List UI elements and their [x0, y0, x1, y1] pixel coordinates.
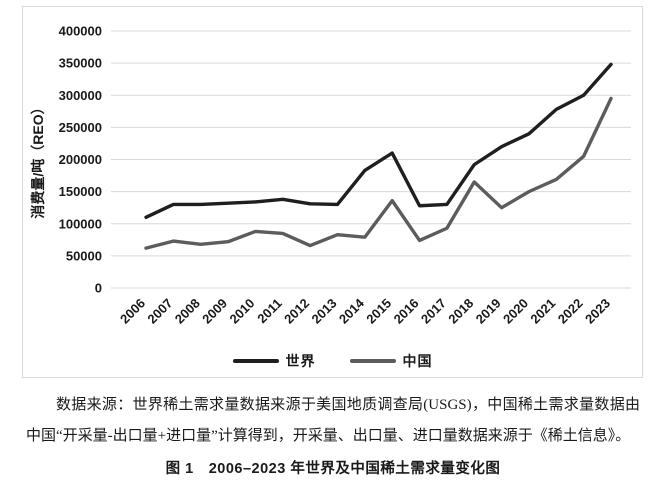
legend-item-china: 中国	[349, 351, 433, 371]
x-tick-label: 2010	[226, 296, 257, 327]
y-tick-label: 300000	[59, 88, 102, 103]
y-tick-label: 0	[95, 281, 102, 296]
x-tick-label: 2013	[309, 296, 340, 327]
figure-caption: 图 1 2006–2023 年世界及中国稀土需求量变化图	[165, 460, 501, 477]
series-line-china	[144, 96, 613, 250]
x-tick-label: 2017	[418, 296, 449, 327]
y-axis-title: 消费量/吨（REO）	[30, 100, 46, 218]
x-tick-label: 2023	[582, 296, 613, 327]
x-tick-label: 2015	[363, 296, 394, 327]
data-source-note: 数据来源：世界稀土需求量数据来源于美国地质调查局(USGS)，中国稀土需求量数据…	[26, 397, 640, 444]
chart-legend: 世界 中国	[23, 351, 642, 371]
x-tick-label: 2018	[445, 296, 476, 327]
x-tick-label: 2006	[117, 296, 148, 327]
y-tick-label: 50000	[66, 248, 102, 263]
china-line-swatch-icon	[349, 359, 396, 363]
x-tick-label: 2021	[527, 296, 558, 327]
legend-item-world: 世界	[232, 351, 316, 371]
x-tick-label: 2008	[172, 296, 203, 327]
y-tick-label: 200000	[59, 152, 102, 167]
y-tick-label: 100000	[59, 216, 102, 231]
line-chart: 0 50000 100000 150000 200000 250000 300000 3500…	[22, 6, 643, 378]
x-tick-label: 2007	[144, 296, 175, 327]
x-tick-label: 2014	[336, 295, 368, 327]
figure-footer: 数据来源：世界稀土需求量数据来源于美国地质调查局(USGS)，中国稀土需求量数据…	[26, 390, 640, 478]
y-tick-label: 350000	[59, 56, 102, 71]
y-tick-label: 150000	[59, 184, 102, 199]
x-tick-label: 2022	[555, 296, 586, 327]
legend-label-world: 世界	[285, 353, 316, 369]
y-tick-label: 400000	[59, 24, 102, 39]
x-tick-label: 2019	[473, 296, 504, 327]
x-tick-label: 2011	[254, 296, 285, 327]
series-line-world	[144, 62, 613, 220]
x-tick-label: 2020	[500, 296, 531, 327]
x-tick-label: 2009	[199, 296, 230, 327]
legend-label-china: 中国	[402, 353, 433, 369]
world-line-swatch-icon	[232, 359, 279, 363]
x-tick-label: 2016	[391, 296, 422, 327]
chart-canvas: 0 50000 100000 150000 200000 250000 300000 3500…	[30, 24, 631, 327]
x-tick-label: 2012	[281, 296, 312, 327]
y-tick-label: 250000	[59, 120, 102, 135]
